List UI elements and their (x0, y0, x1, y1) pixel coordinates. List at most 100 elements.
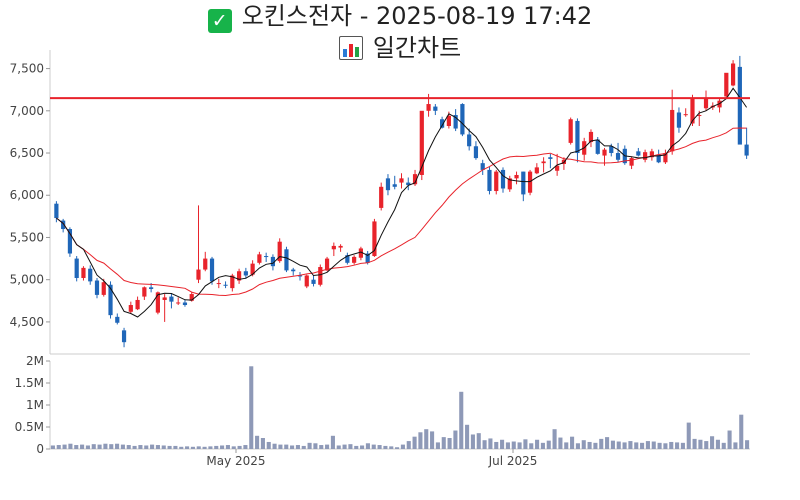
candle-up (703, 90, 709, 111)
volume-bar (365, 443, 370, 449)
candle-body (230, 275, 235, 289)
volume-bar (605, 437, 610, 449)
volume-bar (575, 443, 580, 449)
candle-up (582, 137, 587, 161)
volume-tick-label: 0 (36, 442, 44, 456)
candle-down (243, 267, 248, 279)
candle-up (318, 264, 323, 287)
volume-bar (721, 442, 726, 449)
volume-bar (616, 441, 621, 449)
candle-body (284, 249, 289, 271)
candle-up (534, 163, 539, 175)
volume-bar (50, 445, 55, 449)
candle-down (121, 327, 127, 348)
volume-bar (173, 445, 178, 449)
candle-down (61, 218, 66, 233)
candle-up (663, 149, 668, 164)
price-tick-label: 5,500 (10, 230, 44, 244)
candle-up (81, 266, 86, 281)
candle-body (419, 110, 424, 175)
candle-body (697, 115, 702, 117)
volume-bar (441, 437, 446, 449)
candle-body (270, 256, 276, 267)
candle-down (94, 278, 100, 299)
bar-chart-icon (338, 36, 363, 60)
candle-body (426, 104, 431, 111)
candle-body (149, 287, 154, 289)
volume-bar (138, 445, 143, 449)
candle-body (94, 280, 100, 295)
candle-down (453, 109, 458, 132)
volume-bar (307, 442, 312, 449)
volume-bar (704, 441, 709, 449)
candle-body (358, 248, 363, 258)
volume-bar (202, 446, 207, 449)
volume-bar (330, 435, 335, 449)
candle-up (527, 169, 533, 196)
volume-bar (535, 439, 540, 449)
candle-body (575, 120, 580, 154)
candle-body (169, 296, 174, 302)
candle-body (392, 184, 397, 187)
volume-bar (692, 438, 697, 449)
volume-bar (599, 438, 604, 449)
candle-body (304, 275, 309, 287)
candle-up (379, 182, 384, 211)
candle-body (636, 151, 641, 156)
candle-body (649, 151, 654, 158)
volume-bar (225, 445, 230, 449)
candle-down (54, 201, 59, 223)
candle-down (392, 175, 397, 190)
candle-down (473, 141, 479, 160)
candle-body (568, 119, 573, 143)
candle-body (663, 153, 668, 163)
candle-body (196, 269, 201, 280)
volume-bar (161, 445, 166, 449)
candle-body (643, 152, 648, 160)
candle-body (453, 115, 458, 129)
volume-bar (319, 445, 324, 449)
candle-down (636, 147, 641, 157)
candle-body (446, 115, 451, 126)
volume-bar (260, 438, 265, 449)
candle-up (507, 175, 512, 192)
volume-bar (435, 442, 440, 449)
volume-tick-label: 0.5M (15, 420, 44, 434)
candle-body (176, 302, 181, 304)
candle-body (676, 112, 682, 128)
volume-bar (360, 445, 365, 449)
subtitle-text: 일간차트 (372, 34, 462, 62)
candle-down (291, 267, 296, 276)
volume-bar (424, 429, 429, 449)
candle-up (358, 246, 363, 261)
candle-body (595, 139, 600, 154)
candle-body (514, 174, 519, 179)
candle-down (115, 313, 120, 325)
volume-tick-label: 1.5M (15, 376, 44, 390)
volume-bar (494, 441, 499, 449)
volume-bar (68, 443, 73, 449)
candle-body (656, 154, 661, 163)
candle-up (338, 244, 343, 252)
volume-bar (348, 444, 353, 449)
x-tick-label: May 2025 (206, 454, 265, 468)
candle-body (108, 284, 113, 316)
x-tick-label: Jul 2025 (488, 454, 538, 468)
candle-down (223, 281, 228, 289)
price-tick-label: 5,000 (10, 273, 44, 287)
volume-bar (132, 445, 137, 449)
volume-bar (325, 444, 330, 449)
volume-bar (389, 446, 394, 449)
candle-body (433, 106, 438, 111)
volume-bar (587, 441, 592, 449)
volume-bar (179, 446, 184, 449)
candle-body (352, 256, 357, 263)
candle-up (196, 205, 201, 284)
candle-body (494, 171, 499, 192)
candle-body (500, 169, 506, 189)
volume-bar (400, 444, 405, 449)
candle-up (162, 294, 167, 322)
volume-bar (505, 442, 510, 449)
volume-bar (231, 446, 236, 449)
candle-body (223, 284, 228, 286)
